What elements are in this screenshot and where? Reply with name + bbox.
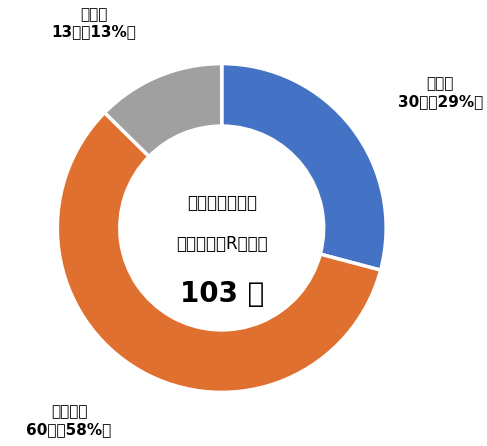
Wedge shape: [105, 64, 222, 157]
Text: 被害件数（R５上）: 被害件数（R５上）: [176, 235, 267, 253]
Text: 中小企業
60件（58%）: 中小企業 60件（58%）: [26, 405, 112, 437]
Text: ランサムウェア: ランサムウェア: [187, 194, 257, 212]
Wedge shape: [222, 64, 386, 270]
Text: 103 件: 103 件: [180, 280, 264, 308]
Text: 団体等
13件（13%）: 団体等 13件（13%）: [51, 7, 136, 40]
Wedge shape: [57, 113, 381, 392]
Text: 大企業
30件（29%）: 大企業 30件（29%）: [398, 76, 483, 109]
